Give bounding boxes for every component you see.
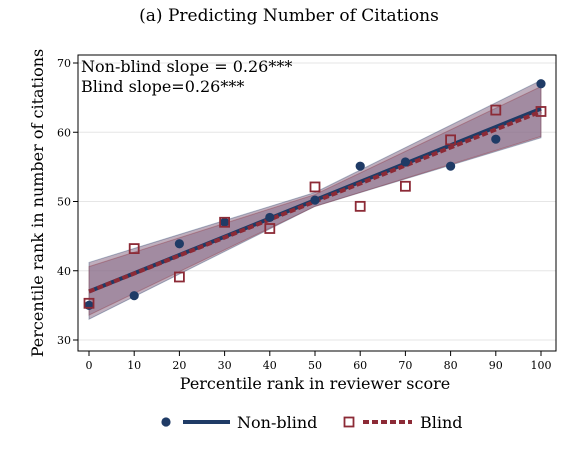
x-tick-label-100: 100 xyxy=(531,359,552,372)
legend-blind-marker xyxy=(343,416,355,428)
point-nonblind-30 xyxy=(220,217,230,227)
legend: Non-blind Blind xyxy=(161,413,463,432)
point-nonblind-60 xyxy=(355,161,365,171)
point-blind-60 xyxy=(354,200,366,212)
point-nonblind-70 xyxy=(400,157,410,167)
data-points xyxy=(83,79,547,310)
x-tick-label-90: 90 xyxy=(489,359,503,372)
x-tick-label-50: 50 xyxy=(308,359,322,372)
x-tick-label-70: 70 xyxy=(398,359,412,372)
y-axis: 30 40 50 60 70 xyxy=(57,55,79,351)
point-nonblind-20 xyxy=(174,239,184,249)
point-nonblind-90 xyxy=(491,134,501,144)
point-blind-80 xyxy=(445,134,457,146)
annotation-nonblind-slope: Non-blind slope = 0.26*** xyxy=(81,57,292,76)
y-tick-label-50: 50 xyxy=(57,196,71,209)
annotation-blind-slope: Blind slope=0.26*** xyxy=(81,77,244,96)
point-nonblind-50 xyxy=(310,195,320,205)
x-tick-label-10: 10 xyxy=(127,359,141,372)
point-blind-20 xyxy=(173,271,185,283)
legend-nonblind-marker xyxy=(161,417,171,427)
point-blind-50 xyxy=(309,181,321,193)
x-tick-label-40: 40 xyxy=(263,359,277,372)
x-tick-label-80: 80 xyxy=(444,359,458,372)
y-tick-label-40: 40 xyxy=(57,265,71,278)
point-blind-30 xyxy=(219,216,231,228)
point-blind-100 xyxy=(535,106,547,117)
y-tick-label-70: 70 xyxy=(57,57,71,70)
legend-blind-label: Blind xyxy=(420,413,463,432)
point-nonblind-100 xyxy=(536,79,546,89)
x-axis: 0 10 20 30 40 50 60 70 80 90 100 xyxy=(78,350,556,372)
point-nonblind-10 xyxy=(129,291,139,301)
point-blind-40 xyxy=(264,223,276,234)
point-nonblind-40 xyxy=(265,212,275,223)
x-tick-label-30: 30 xyxy=(218,359,232,372)
chart-title: (a) Predicting Number of Citations xyxy=(139,6,439,26)
x-tick-label-0: 0 xyxy=(86,359,93,372)
x-tick-label-60: 60 xyxy=(353,359,367,372)
y-tick-label-30: 30 xyxy=(57,334,71,347)
point-blind-90 xyxy=(490,104,502,116)
x-axis-title: Percentile rank in reviewer score xyxy=(180,374,450,393)
x-tick-label-20: 20 xyxy=(172,359,186,372)
y-tick-label-60: 60 xyxy=(57,126,71,139)
y-axis-title: Percentile rank in number of citations xyxy=(28,49,47,358)
point-blind-0 xyxy=(83,297,95,309)
point-nonblind-80 xyxy=(446,161,456,171)
legend-nonblind-label: Non-blind xyxy=(237,413,317,432)
point-blind-10 xyxy=(128,243,140,254)
point-blind-70 xyxy=(399,180,411,192)
